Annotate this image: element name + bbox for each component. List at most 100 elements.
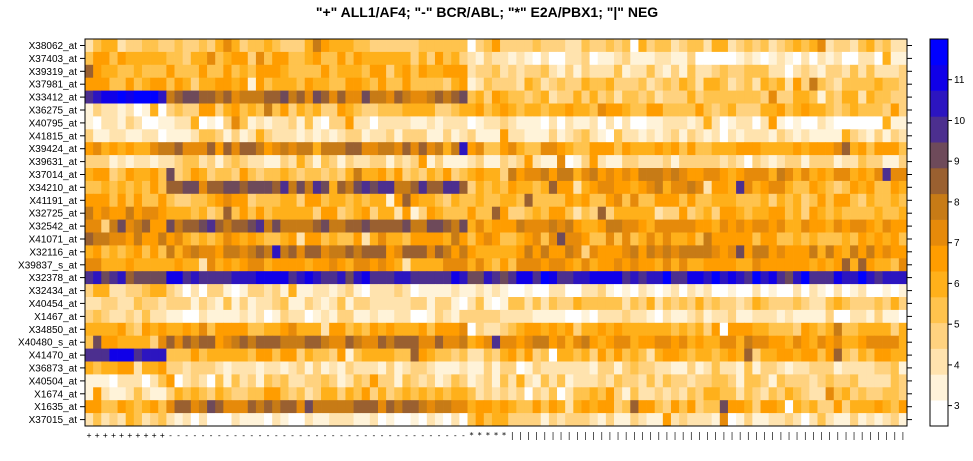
- heatmap-cell: [223, 271, 232, 285]
- heatmap-cell: [809, 142, 818, 156]
- heatmap-cell: [703, 51, 713, 66]
- heatmap-cell: [630, 129, 639, 143]
- heatmap-cell: [500, 400, 509, 414]
- heatmap-cell: [793, 361, 802, 375]
- heatmap-cell: [679, 374, 688, 388]
- heatmap-cell: [345, 39, 354, 53]
- heatmap-cell: [369, 322, 379, 337]
- heatmap-cell: [264, 374, 273, 388]
- heatmap-cell: [207, 193, 216, 208]
- heatmap-cell: [703, 348, 713, 362]
- heatmap-cell: [687, 374, 696, 388]
- heatmap-cell: [695, 245, 704, 259]
- heatmap-cell: [858, 51, 867, 66]
- heatmap-cell: [85, 39, 94, 53]
- heatmap-cell: [101, 206, 110, 220]
- heatmap-cell: [353, 297, 363, 311]
- heatmap-cell: [182, 90, 192, 104]
- heatmap-cell: [890, 219, 900, 233]
- heatmap-cell: [207, 348, 216, 362]
- heatmap-cell: [605, 155, 615, 169]
- heatmap-cell: [817, 64, 826, 79]
- heatmap-cell: [410, 387, 420, 401]
- heatmap-cell: [695, 116, 704, 130]
- heatmap-cell: [109, 335, 118, 349]
- heatmap-cell: [337, 245, 346, 259]
- heatmap-cell: [93, 90, 102, 104]
- heatmap-cell: [361, 335, 371, 349]
- column-label: *: [502, 431, 507, 440]
- column-label: |: [844, 431, 849, 440]
- heatmap-cell: [434, 180, 444, 195]
- heatmap-cell: [215, 193, 224, 208]
- heatmap-cell: [394, 297, 403, 311]
- heatmap-cell: [239, 297, 249, 311]
- heatmap-cell: [784, 219, 794, 233]
- colorkey-label: 4: [954, 360, 960, 371]
- heatmap-cell: [280, 142, 289, 156]
- heatmap-cell: [272, 206, 281, 220]
- heatmap-cell: [150, 142, 159, 156]
- heatmap-cell: [719, 193, 729, 208]
- heatmap-cell: [654, 90, 664, 104]
- heatmap-cell: [508, 309, 517, 324]
- heatmap-cell: [670, 361, 680, 375]
- heatmap-cell: [312, 142, 322, 156]
- heatmap-cell: [793, 90, 802, 104]
- heatmap-cell: [589, 51, 599, 66]
- heatmap-cell: [727, 322, 737, 337]
- heatmap-cell: [109, 271, 118, 285]
- heatmap-cell: [589, 400, 599, 414]
- heatmap-cell: [817, 348, 826, 362]
- heatmap-cell: [703, 387, 713, 401]
- heatmap-cell: [687, 180, 696, 195]
- heatmap-cell: [418, 400, 428, 414]
- heatmap-cell: [809, 39, 818, 53]
- heatmap-cell: [353, 219, 363, 233]
- heatmap-cell: [776, 39, 786, 53]
- heatmap-cell: [768, 77, 778, 91]
- column-label: -: [371, 431, 376, 440]
- heatmap-cell: [304, 374, 314, 388]
- heatmap-cell: [377, 116, 387, 130]
- chart-title: "+" ALL1/AF4; "-" BCR/ABL; "*" E2A/PBX1;…: [316, 4, 658, 20]
- heatmap-cell: [703, 103, 713, 117]
- heatmap-cell: [231, 193, 240, 208]
- heatmap-cell: [386, 77, 395, 91]
- heatmap-cell: [467, 258, 476, 272]
- heatmap-cell: [491, 64, 501, 79]
- heatmap-cell: [776, 348, 786, 362]
- heatmap-cell: [198, 168, 208, 182]
- heatmap-cell: [272, 413, 281, 427]
- heatmap-cell: [231, 206, 240, 220]
- heatmap-cell: [508, 387, 517, 401]
- heatmap-cell: [516, 142, 525, 156]
- heatmap-cell: [174, 232, 184, 246]
- heatmap-cell: [215, 335, 224, 349]
- heatmap-cell: [890, 116, 900, 130]
- heatmap-cell: [858, 361, 867, 375]
- heatmap-cell: [475, 271, 485, 285]
- heatmap-cell: [190, 142, 200, 156]
- heatmap-cell: [141, 64, 151, 79]
- heatmap-cell: [125, 297, 135, 311]
- heatmap-cell: [719, 103, 729, 117]
- heatmap-cell: [711, 103, 721, 117]
- heatmap-cell: [605, 284, 615, 298]
- heatmap-cell: [247, 142, 257, 156]
- heatmap-cell: [638, 77, 647, 91]
- heatmap-cell: [565, 322, 574, 337]
- heatmap-cell: [597, 193, 607, 208]
- colorkey-swatch: [930, 348, 948, 375]
- heatmap-cell: [801, 413, 810, 427]
- heatmap-cell: [174, 103, 184, 117]
- heatmap-cell: [255, 374, 265, 388]
- heatmap-cell: [141, 361, 151, 375]
- heatmap-cell: [614, 413, 623, 427]
- heatmap-cell: [166, 155, 175, 169]
- heatmap-cell: [133, 284, 143, 298]
- heatmap-cell: [654, 180, 664, 195]
- heatmap-cell: [670, 90, 680, 104]
- heatmap-cell: [272, 322, 281, 337]
